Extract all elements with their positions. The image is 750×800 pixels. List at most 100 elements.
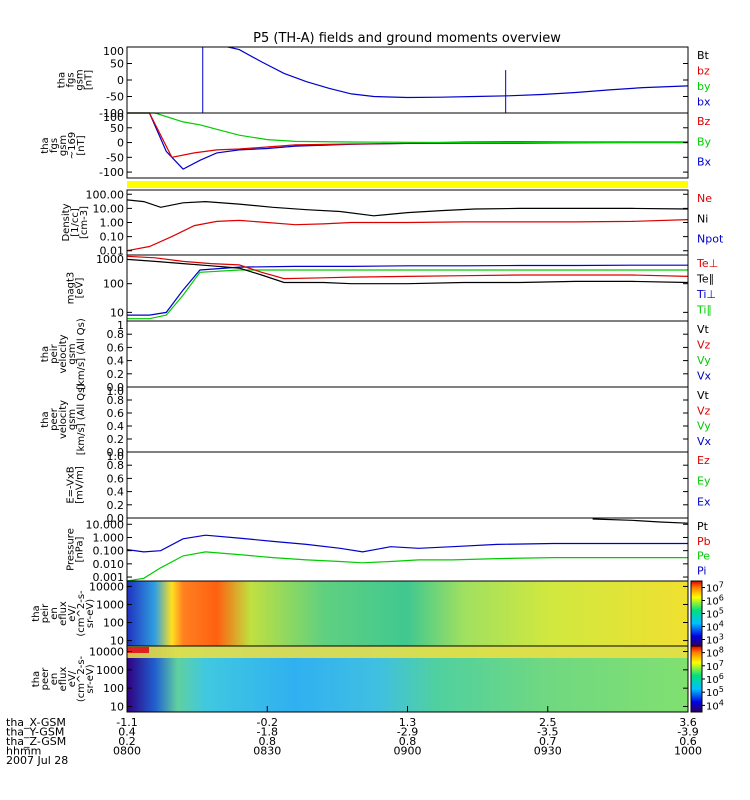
- y-axis-label: (cm^2-s-: [76, 590, 87, 637]
- y-tick-label: 100: [103, 278, 124, 291]
- y-axis-label: Density: [61, 203, 72, 241]
- colorbar-label: 104: [706, 620, 724, 634]
- y-axis-label: [1/cc]: [70, 208, 81, 237]
- orbit-value: 0.8: [259, 735, 277, 748]
- y-tick-label: 0.4: [107, 486, 125, 499]
- series-line-temp-3: [126, 258, 689, 285]
- y-tick-label: 0.6: [107, 472, 125, 485]
- y-axis-label: eflux: [58, 601, 69, 626]
- y-tick-label: 0.01: [100, 245, 125, 258]
- legend-entry: Npot: [697, 233, 724, 246]
- orbit-value: 0.8: [399, 735, 417, 748]
- series-line-temp-0: [127, 264, 688, 316]
- legend-entry: Vt: [697, 323, 710, 336]
- y-axis-label: en: [49, 673, 60, 686]
- legend-entry: Vy: [697, 420, 711, 433]
- y-axis-label: magt3: [66, 272, 77, 305]
- legend-entry: By: [697, 135, 712, 148]
- orbit-value: 2.5: [539, 716, 557, 729]
- y-axis-label: sr-eV): [85, 599, 96, 628]
- legend-entry: Ez: [697, 454, 710, 467]
- panel-temp: 1000 100 10 magt3[eV] Te⊥ Te∥ Ti⊥ Ti∥: [66, 253, 718, 322]
- orbit-value: 1000: [674, 745, 702, 758]
- orbit-value: -3.5: [537, 726, 558, 739]
- series-line-pressure-2: [126, 551, 688, 582]
- orbit-value: 0.7: [539, 735, 557, 748]
- colorbar-label: 106: [706, 594, 724, 608]
- y-tick-label: 0.8: [107, 328, 125, 341]
- series-line-pressure-0: [592, 518, 689, 524]
- y-tick-label: 0: [117, 137, 124, 150]
- y-tick-label: 0.0: [107, 381, 125, 394]
- y-tick-label: 1.000: [93, 531, 125, 544]
- y-tick-label: 0.001: [93, 571, 125, 584]
- y-axis-label: en: [49, 607, 60, 620]
- legend-entry: Ni: [697, 212, 708, 225]
- y-axis-label: tha: [31, 605, 42, 621]
- orbit-value: 0800: [113, 745, 141, 758]
- y-tick-label: 0.2: [107, 368, 125, 381]
- y-axis-label: peer: [40, 667, 51, 691]
- y-axis-label: E=-VxB: [66, 466, 77, 503]
- y-tick-label: 100: [103, 682, 124, 695]
- y-axis-label: [nT]: [84, 70, 95, 90]
- y-tick-label: -50: [106, 91, 124, 104]
- panel-frame-fgs: [126, 46, 689, 114]
- orbit-value: 0930: [534, 745, 562, 758]
- legend-entry: Vz: [697, 404, 711, 417]
- y-tick-label: 0.0: [107, 512, 125, 525]
- orbit-value: 0900: [394, 745, 422, 758]
- orbit-value: -0.2: [257, 716, 278, 729]
- y-tick-label: 0.2: [107, 499, 125, 512]
- y-tick-label: 0.6: [107, 341, 125, 354]
- y-axis-label: tha: [40, 137, 51, 153]
- legend-entry: Pe: [697, 550, 710, 563]
- y-tick-label: -100: [99, 107, 124, 120]
- legend-entry: Vz: [697, 339, 711, 352]
- y-tick-label: 1.0: [107, 385, 125, 398]
- y-axis-label: eV/: [67, 605, 78, 622]
- panel-frame-peer: [126, 386, 689, 453]
- series-line-fgs169-2: [127, 112, 688, 144]
- orbit-value: 0.2: [118, 735, 136, 748]
- y-axis-label: ~169: [67, 132, 78, 159]
- legend-entry: Bt: [697, 49, 710, 62]
- orbit-value: -1.1: [116, 716, 137, 729]
- spectrogram-red-patch: [127, 647, 149, 653]
- y-axis-label: tha: [40, 346, 51, 362]
- y-tick-label: 0: [117, 74, 124, 87]
- y-tick-label: 1: [117, 319, 124, 332]
- orbit-row-label: tha_Y-GSM: [6, 726, 64, 739]
- orbit-value: 0.4: [118, 726, 136, 739]
- colorbar-label: 104: [706, 698, 724, 712]
- legend-entry: Vx: [697, 370, 712, 383]
- panel-efield: 1.00.80.60.40.20.0 E=-VxB[mV/m] Ez Ey Ex: [66, 450, 711, 525]
- y-axis-label: [cm-3]: [79, 206, 90, 239]
- y-axis-label: peir: [40, 603, 51, 623]
- spectrogram-high-energy-band: [127, 646, 688, 658]
- orbit-value: -2.9: [397, 726, 418, 739]
- series-line-temp-2: [126, 255, 689, 280]
- legend-entry: Te⊥: [696, 257, 718, 270]
- orbit-value: -1.8: [257, 726, 278, 739]
- y-tick-label: 1.0: [107, 450, 125, 463]
- y-tick-label: 10000: [89, 580, 124, 593]
- legend-entry: Pi: [697, 564, 706, 577]
- series-line-fgs169-1: [127, 112, 688, 158]
- panel-peir: 10.80.60.40.20.0 thapeirvelocitygsm[km/s]…: [40, 318, 712, 394]
- y-tick-label: 0.6: [107, 407, 125, 420]
- series-line-temp-1: [127, 269, 688, 320]
- legend-entry: bx: [697, 96, 711, 109]
- y-tick-label: 0.010: [93, 558, 125, 571]
- y-axis-label: Pressure: [66, 528, 77, 571]
- y-axis-label: tha: [57, 72, 68, 88]
- panel-frame-peir: [126, 320, 689, 388]
- data-availability-bar: [127, 181, 688, 188]
- legend-entry: Bx: [697, 156, 712, 169]
- orbit-row-label: tha_X-GSM: [6, 716, 66, 729]
- y-axis-label: gsm: [67, 343, 78, 364]
